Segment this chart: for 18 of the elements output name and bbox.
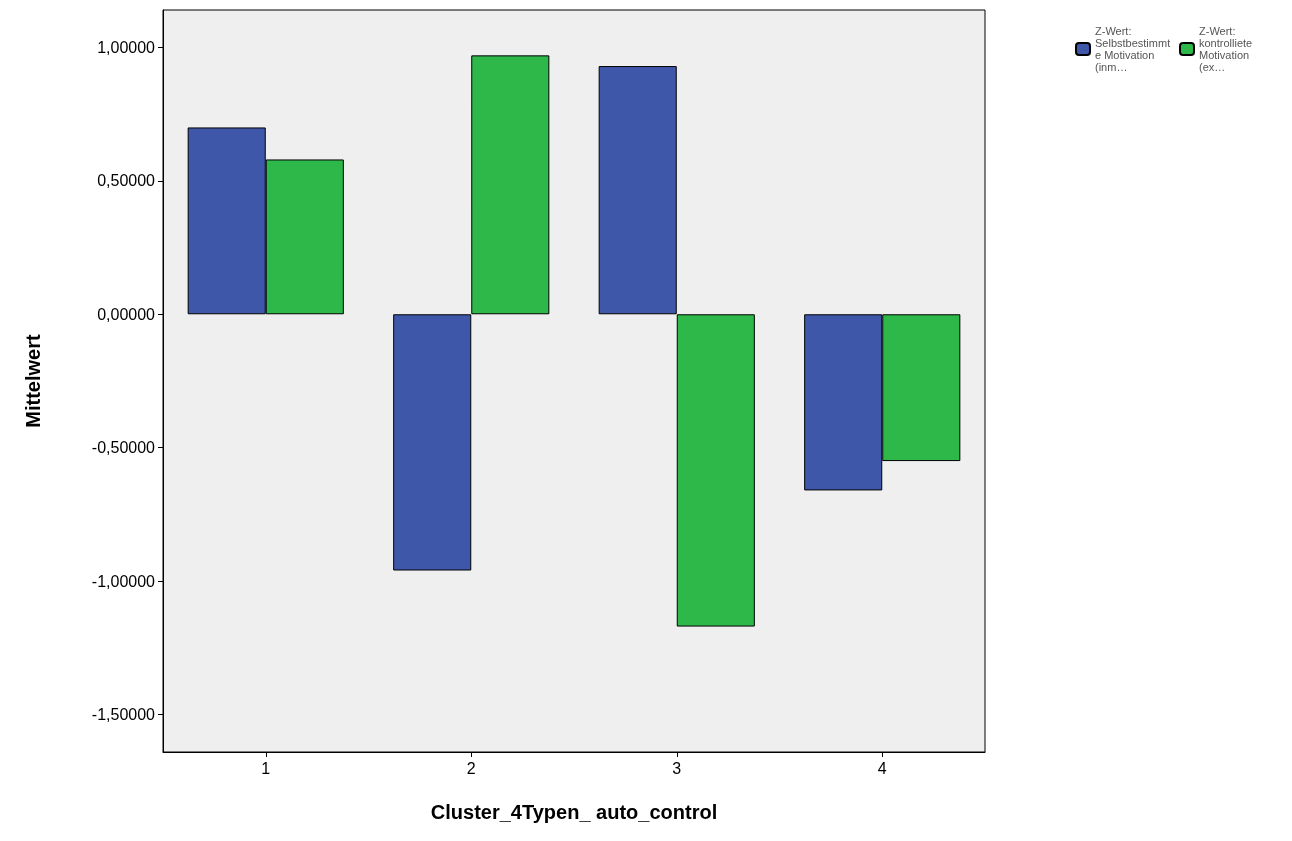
bar (598, 66, 677, 315)
bar (393, 314, 472, 571)
y-tick-label: -1,00000 (91, 572, 156, 590)
x-axis-title: Cluster_4Typen_ auto_control (430, 801, 718, 823)
x-tick-label: 4 (877, 759, 887, 777)
y-tick-label: 0,00000 (97, 305, 156, 323)
legend-label: Z-Wert: Selbstbestimmte Motivation (inm… (1095, 25, 1171, 73)
bar (471, 55, 550, 315)
y-axis-title: Mittelwert (22, 333, 44, 428)
x-tick-label: 2 (466, 759, 476, 777)
y-tick-label: 1,00000 (97, 38, 156, 56)
y-tick-label: 0,50000 (97, 172, 156, 190)
x-tick-label: 1 (261, 759, 271, 777)
x-tick-label: 3 (672, 759, 682, 777)
bar (676, 314, 755, 627)
y-tick-label: -1,50000 (91, 706, 156, 724)
y-tick-label: -0,50000 (91, 439, 156, 457)
legend-label: Z-Wert: kontrolliete Motivation (ex… (1199, 25, 1256, 73)
